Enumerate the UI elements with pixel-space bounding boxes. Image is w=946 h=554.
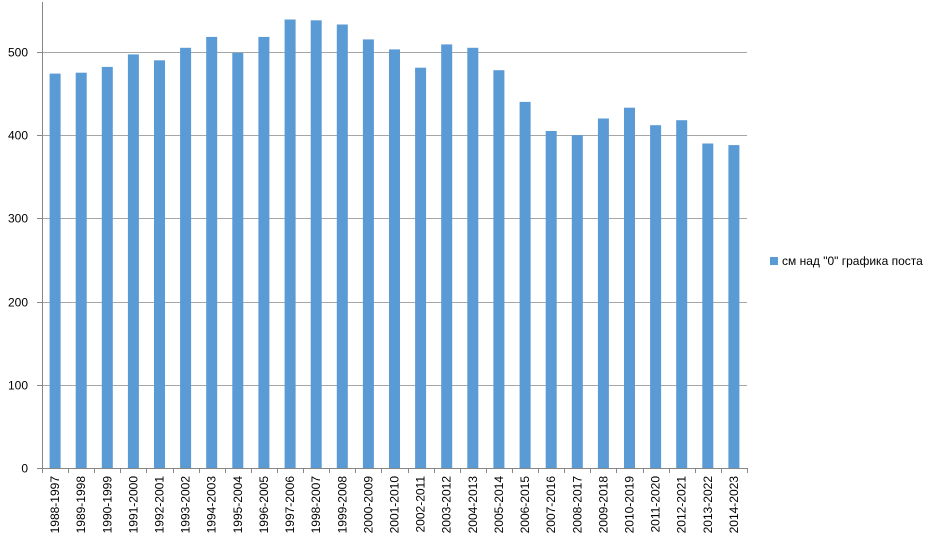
bar: [441, 44, 453, 469]
x-tick-label: 1992-2001: [153, 476, 167, 534]
x-tick-label: 1997-2006: [283, 476, 297, 534]
x-tick-label: 2004-2013: [466, 476, 480, 534]
bar: [728, 145, 740, 468]
bar: [310, 20, 322, 469]
x-tick-label: 2005-2014: [492, 476, 506, 534]
bar: [258, 36, 270, 469]
bar: [545, 131, 557, 468]
bars: [49, 19, 740, 469]
x-tick-label: 2001-2010: [388, 476, 402, 534]
bar: [493, 70, 505, 468]
y-tick-label: 400: [8, 129, 28, 143]
legend-label: см над "0" графика поста: [782, 254, 923, 268]
x-tick-label: 2003-2012: [440, 476, 454, 534]
x-tick-label: 2012-2021: [675, 476, 689, 534]
bar: [597, 118, 609, 468]
bar: [127, 54, 139, 469]
bar: [180, 47, 192, 469]
bar: [650, 125, 662, 468]
bar: [676, 120, 688, 468]
x-tick-label: 2007-2016: [544, 476, 558, 534]
x-tick-label: 2014-2023: [727, 476, 741, 534]
x-tick-label: 2008-2017: [570, 476, 584, 534]
bar: [702, 143, 714, 468]
legend: см над "0" графика поста: [770, 254, 923, 268]
bar: [389, 49, 400, 469]
x-tick-label: 1995-2004: [231, 476, 245, 534]
y-tick-label: 100: [8, 379, 28, 393]
x-tick-label: 1999-2008: [335, 476, 349, 534]
x-tick-label: 1991-2000: [126, 476, 140, 534]
bar: [154, 60, 165, 469]
x-tick-label: 1994-2003: [205, 476, 219, 534]
x-tick-label: 2000-2009: [361, 476, 375, 534]
legend-swatch: [770, 257, 778, 265]
y-tick-label: 200: [8, 296, 28, 310]
bar: [362, 39, 374, 469]
x-tick-label: 1990-1999: [100, 476, 114, 534]
x-tick-label: 2009-2018: [596, 476, 610, 534]
bar: [336, 24, 348, 468]
bar: [467, 47, 479, 469]
axes: [42, 2, 747, 469]
y-axis-ticks: 0 100 200 300 400 500: [8, 46, 42, 476]
x-tick-label: 2011-2020: [649, 476, 663, 533]
x-tick-label: 2002-2011: [414, 476, 428, 533]
y-tick-label: 300: [8, 212, 28, 226]
x-tick-label: 1998-2007: [309, 476, 323, 534]
bar: [519, 101, 531, 469]
bar: [415, 67, 427, 468]
x-axis-ticks: 1988-1997 1989-1998 1990-1999 1991-2000 1992…: [42, 468, 748, 534]
bar: [49, 73, 61, 468]
x-tick-label: 2013-2022: [701, 476, 715, 534]
bar: [284, 19, 296, 468]
x-tick-label: 2010-2019: [623, 476, 637, 534]
x-tick-label: 2006-2015: [518, 476, 532, 534]
x-tick-label: 1989-1998: [74, 476, 88, 534]
x-tick-label: 1993-2002: [179, 476, 193, 534]
bar: [75, 72, 87, 468]
y-tick-label: 500: [8, 46, 28, 60]
x-tick-label: 1988-1997: [48, 476, 62, 534]
x-tick-label: 1996-2005: [257, 476, 271, 534]
y-tick-label: 0: [21, 462, 28, 476]
bar: [232, 52, 244, 469]
bar: [206, 36, 218, 469]
bar: [101, 66, 113, 469]
bar: [571, 135, 583, 468]
bar: [624, 107, 635, 468]
